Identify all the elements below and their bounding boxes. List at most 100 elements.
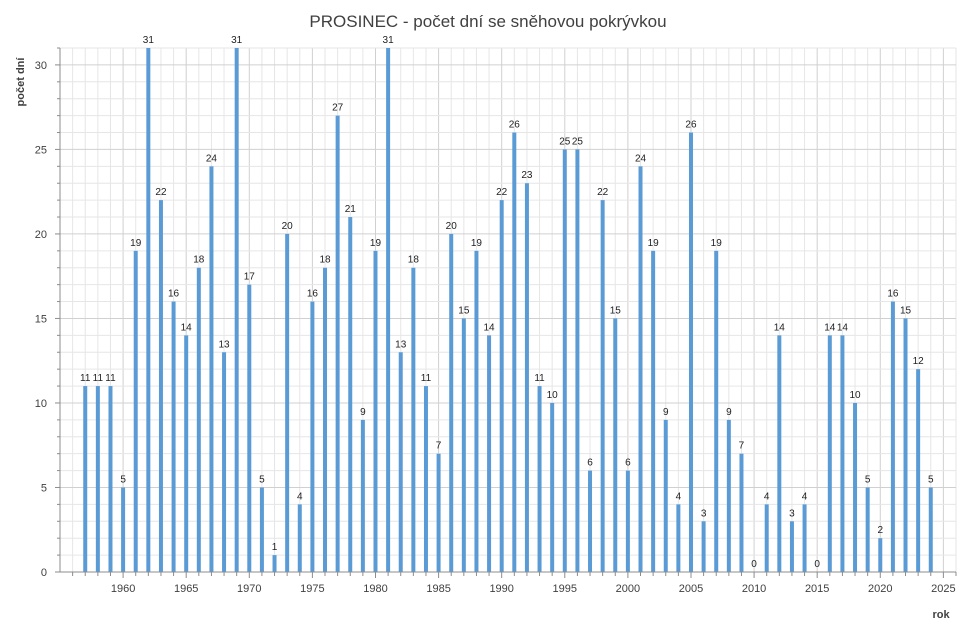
data-label: 26 [509, 120, 521, 131]
data-label: 11 [80, 373, 91, 384]
data-label: 5 [120, 474, 126, 485]
data-label: 0 [814, 559, 820, 570]
bar [348, 217, 353, 572]
data-label: 11 [421, 373, 432, 384]
data-label: 14 [484, 322, 496, 333]
x-tick-label: 1980 [363, 583, 387, 595]
bar [903, 318, 908, 572]
y-tick-label: 30 [35, 60, 47, 72]
data-label: 10 [547, 390, 559, 401]
data-label: 26 [685, 120, 697, 131]
bar [512, 132, 517, 573]
bar [840, 335, 845, 572]
data-label: 19 [648, 238, 660, 249]
bar [916, 369, 921, 572]
bar [663, 419, 668, 572]
x-tick-label: 2015 [805, 583, 829, 595]
bar [562, 149, 567, 572]
bar [285, 233, 290, 572]
bar [121, 487, 126, 572]
bar [474, 250, 479, 572]
x-tick-label: 2000 [616, 583, 640, 595]
bar [878, 538, 883, 572]
data-label: 6 [587, 458, 593, 469]
bar [95, 386, 100, 572]
bar [777, 335, 782, 572]
data-label: 15 [458, 305, 470, 316]
bar [171, 301, 176, 572]
bar [575, 149, 580, 572]
x-axis-title: rok [932, 609, 950, 621]
x-tick-label: 1975 [300, 583, 324, 595]
bar [487, 335, 492, 572]
bar [928, 487, 933, 572]
bar [651, 250, 656, 572]
bar [853, 402, 858, 572]
y-tick-label: 5 [41, 482, 47, 494]
x-tick-label: 1970 [237, 583, 261, 595]
bar [386, 48, 391, 572]
bar [297, 504, 302, 572]
data-label: 11 [105, 373, 116, 384]
data-label: 25 [559, 136, 571, 147]
bar [688, 132, 693, 573]
bar [449, 233, 454, 572]
y-axis-title: počet dní [15, 57, 27, 107]
bar [789, 521, 794, 572]
data-label: 4 [764, 491, 770, 502]
data-label: 24 [635, 153, 647, 164]
data-label: 14 [824, 322, 836, 333]
data-label: 3 [701, 508, 707, 519]
x-tick-label: 2005 [679, 583, 703, 595]
x-tick-label: 1985 [426, 583, 450, 595]
bar [764, 504, 769, 572]
bar [676, 504, 681, 572]
y-tick-label: 25 [35, 144, 47, 156]
x-tick-label: 1965 [174, 583, 198, 595]
data-label: 18 [193, 255, 205, 266]
data-label: 21 [345, 204, 357, 215]
data-label: 31 [231, 35, 243, 46]
data-label: 4 [802, 491, 808, 502]
bar [146, 48, 151, 572]
data-label: 22 [496, 187, 508, 198]
data-label: 2 [878, 525, 884, 536]
bar [335, 115, 340, 572]
data-label: 31 [143, 35, 155, 46]
data-label: 14 [837, 322, 849, 333]
data-label: 11 [93, 373, 104, 384]
data-label: 15 [610, 305, 622, 316]
data-label: 4 [297, 491, 303, 502]
data-label: 13 [395, 339, 407, 350]
bar [184, 335, 189, 572]
data-label: 15 [900, 305, 912, 316]
data-label: 18 [319, 255, 331, 266]
data-label: 9 [360, 407, 366, 418]
data-label: 3 [789, 508, 795, 519]
bar [411, 267, 416, 572]
data-label: 19 [471, 238, 483, 249]
data-label: 20 [282, 221, 294, 232]
bar [625, 470, 630, 572]
bar [83, 386, 88, 572]
x-tick-label: 1960 [111, 583, 135, 595]
bar [524, 183, 529, 572]
bar [726, 419, 731, 572]
bar [890, 301, 895, 572]
bar [133, 250, 138, 572]
data-label: 7 [739, 441, 745, 452]
x-tick-label: 2020 [868, 583, 892, 595]
bar [865, 487, 870, 572]
bar [461, 318, 466, 572]
data-label: 13 [218, 339, 230, 350]
data-label: 16 [168, 289, 180, 300]
data-label: 0 [751, 559, 757, 570]
bar [196, 267, 201, 572]
bar [234, 48, 239, 572]
bar [222, 352, 227, 572]
bar [247, 284, 252, 572]
x-tick-label: 2025 [931, 583, 955, 595]
bar [739, 453, 744, 572]
data-label: 19 [711, 238, 723, 249]
